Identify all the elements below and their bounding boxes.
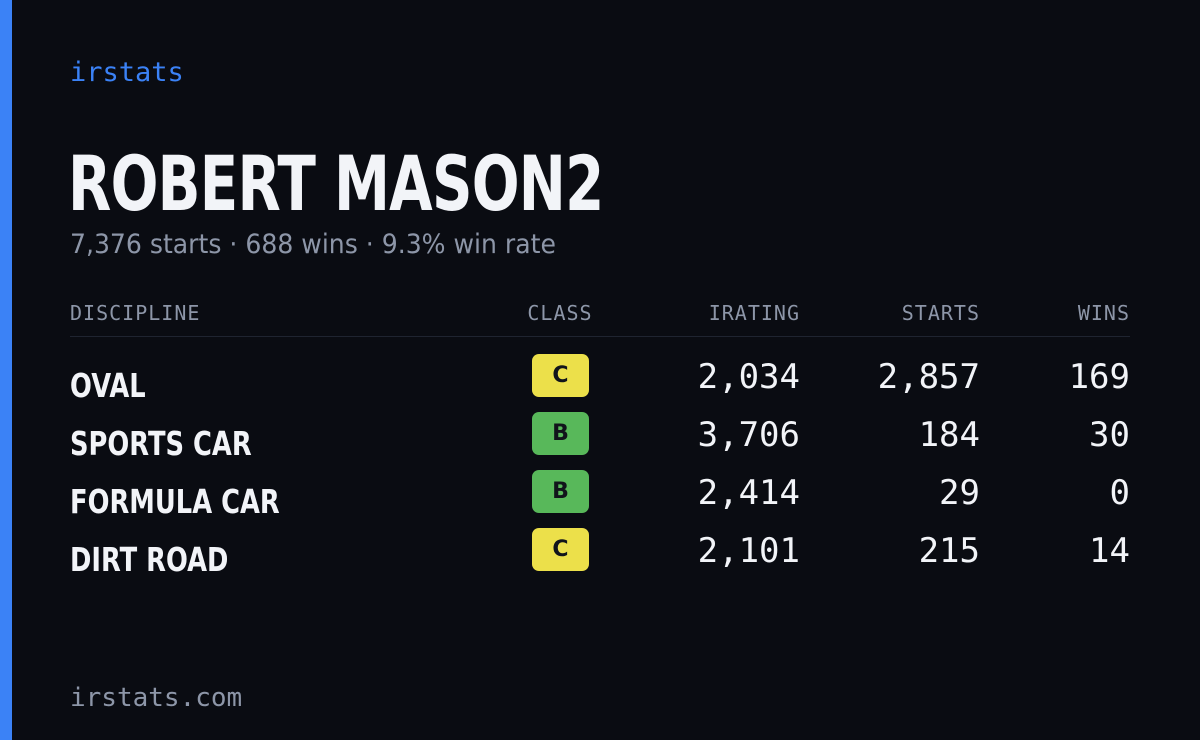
- discipline-table: DISCIPLINE CLASS IRATING STARTS WINS OVA…: [70, 296, 1130, 579]
- header-irating: IRATING: [708, 301, 800, 325]
- irating-value: 2,034: [697, 357, 800, 397]
- header-class: CLASS: [527, 301, 593, 325]
- starts-value: 215: [918, 531, 980, 571]
- header-wins: WINS: [1077, 301, 1130, 325]
- table-header: DISCIPLINE CLASS IRATING STARTS WINS: [70, 296, 1130, 337]
- wins-value: 14: [1089, 531, 1130, 571]
- discipline-name: DIRT ROAD: [70, 540, 229, 579]
- discipline-name: FORMULA CAR: [70, 482, 280, 521]
- table-row: FORMULA CAR B 2,414 29 0: [70, 470, 1130, 528]
- table-row: OVAL C 2,034 2,857 169: [70, 354, 1130, 412]
- brand-logo[interactable]: irstats: [70, 57, 184, 88]
- player-name: ROBERT MASON2: [68, 139, 604, 228]
- wins-value: 0: [1109, 473, 1130, 513]
- table-row: DIRT ROAD C 2,101 215 14: [70, 528, 1130, 586]
- irating-value: 2,101: [697, 531, 800, 571]
- irating-value: 2,414: [697, 473, 800, 513]
- discipline-name: OVAL: [70, 366, 146, 405]
- table-row: SPORTS CAR B 3,706 184 30: [70, 412, 1130, 470]
- class-badge: B: [532, 412, 589, 455]
- wins-value: 30: [1089, 415, 1130, 455]
- starts-value: 2,857: [877, 357, 980, 397]
- footer-url[interactable]: irstats.com: [70, 683, 243, 713]
- accent-bar: [0, 0, 12, 740]
- starts-value: 184: [918, 415, 980, 455]
- class-badge: C: [532, 354, 589, 397]
- class-badge: C: [532, 528, 589, 571]
- wins-value: 169: [1068, 357, 1130, 397]
- career-summary: 7,376 starts · 688 wins · 9.3% win rate: [70, 229, 556, 260]
- starts-value: 29: [939, 473, 980, 513]
- header-discipline: DISCIPLINE: [70, 301, 201, 325]
- header-starts: STARTS: [901, 301, 980, 325]
- discipline-name: SPORTS CAR: [70, 424, 252, 463]
- class-badge: B: [532, 470, 589, 513]
- irating-value: 3,706: [697, 415, 800, 455]
